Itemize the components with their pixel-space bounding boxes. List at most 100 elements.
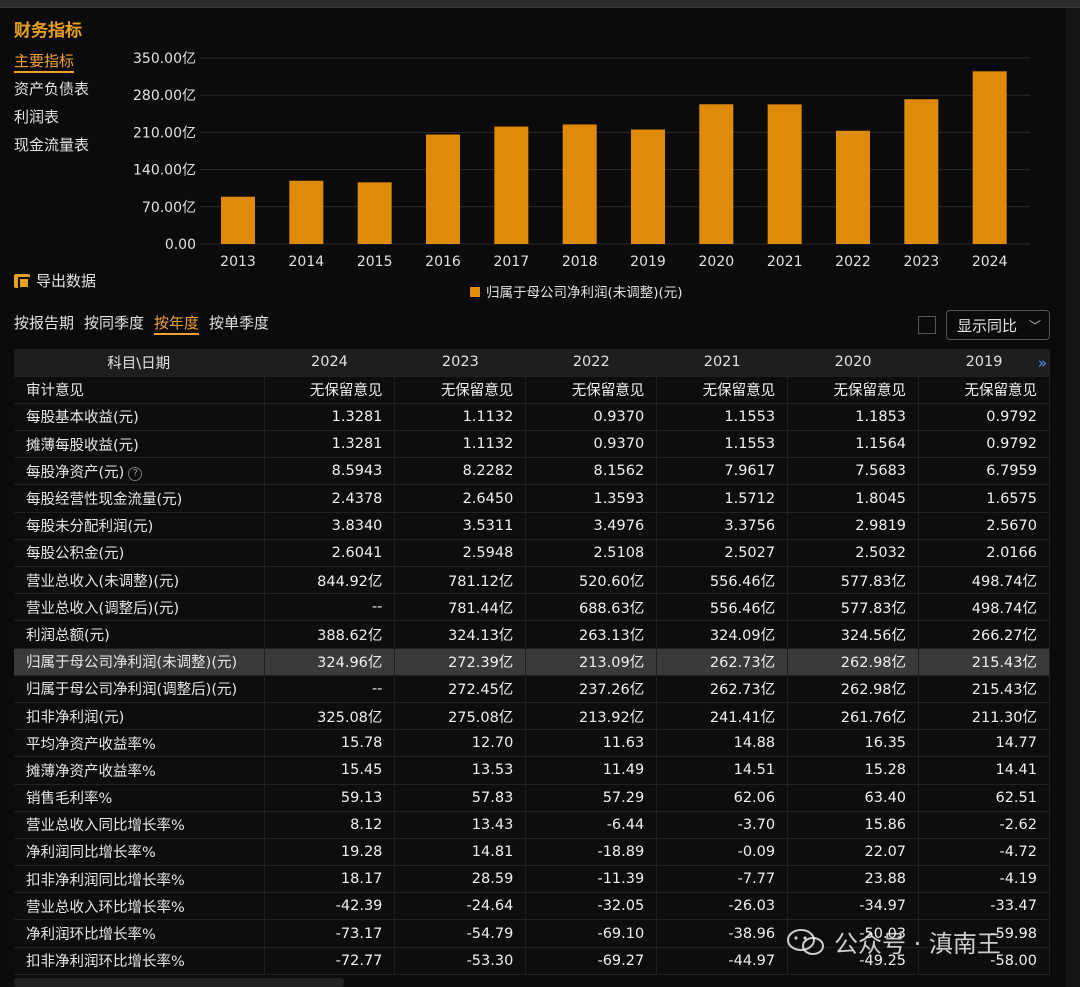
table-row[interactable]: 营业总收入(未调整)(元) 844.92亿 781.12亿 520.60亿 556.46… [14,566,1050,595]
nav-item-income-statement[interactable]: 利润表 [14,108,60,126]
y-tick-label: 140.00亿 [133,163,196,179]
bar[interactable] [289,180,324,244]
yoy-dropdown-label: 显示同比 [957,316,1018,335]
table-cell: 520.60亿 [525,566,658,595]
table-cell: 2.6450 [394,484,527,513]
table-cell: 324.96亿 [264,648,396,676]
tab-by-year[interactable]: 按年度 [154,312,200,335]
table-cell: -58.00 [918,947,1050,975]
header-year[interactable]: 2024 [264,349,396,377]
table-cell: 1.3281 [264,403,396,432]
horizontal-scrollbar[interactable] [14,978,344,987]
table-cell: 14.41 [918,756,1050,785]
table-cell: 241.41亿 [656,702,789,731]
bar[interactable] [767,104,802,244]
table-cell: 无保留意见 [264,376,396,404]
table-cell: 213.09亿 [525,648,658,676]
table-row[interactable]: 净利润环比增长率% -73.17 -54.79 -69.10 -38.96 -50.03-… [14,919,1050,948]
nav-item-main-indicators[interactable]: 主要指标 [14,50,89,78]
table-cell: 213.92亿 [525,702,658,731]
table-row[interactable]: 扣非净利润同比增长率% 18.17 28.59 -11.39 -7.77 23.88 -4.… [14,865,1050,894]
table-cell: -38.96 [656,919,789,948]
nav-item-balance-sheet[interactable]: 资产负债表 [14,80,90,98]
bar[interactable] [426,134,460,244]
table-row[interactable]: 营业总收入同比增长率% 8.12 13.43 -6.44 -3.70 15.86 -2.62 [14,811,1050,839]
table-cell: 14.51 [656,756,789,785]
table-row[interactable]: 销售毛利率% 59.13 57.83 57.29 62.06 63.40 62.51 [14,784,1050,812]
row-label: 归属于母公司净利润(未调整)(元) [14,648,265,676]
y-tick-label: 0.00 [165,237,196,253]
table-row[interactable]: 营业总收入(调整后)(元) -- 781.44亿 688.63亿 556.46亿 577.… [14,593,1050,622]
header-year[interactable]: 2019» [918,349,1050,377]
table-cell: 19.28 [264,838,396,867]
table-row[interactable]: 摊薄净资产收益率% 15.45 13.53 11.49 14.51 15.28 14.41 [14,756,1050,785]
table-cell: 14.81 [394,838,527,867]
bar[interactable] [357,182,392,244]
table-row[interactable]: 扣非净利润(元) 325.08亿 275.08亿 213.92亿 241.41亿 261.… [14,702,1050,731]
tab-by-single-quarter[interactable]: 按单季度 [209,314,270,332]
x-tick-label: 2024 [972,254,1008,270]
bar[interactable] [562,124,597,244]
table-row[interactable]: 归属于母公司净利润(调整后)(元) -- 272.45亿 237.26亿 262.73亿… [14,675,1050,703]
table-cell: 23.88 [787,865,920,894]
table-row[interactable]: 每股未分配利润(元) 3.8340 3.5311 3.4976 3.3756 2.9819… [14,512,1050,540]
table-cell: -4.72 [918,838,1050,867]
nav-item-cash-flow[interactable]: 现金流量表 [14,136,90,154]
row-label: 扣非净利润同比增长率% [14,865,265,894]
bar[interactable] [972,71,1007,244]
bar[interactable] [699,104,734,245]
watermark-text: 公众号 · 滇南王 [834,930,1001,958]
row-label: 营业总收入(调整后)(元) [14,593,265,622]
row-label: 摊薄净资产收益率% [14,756,265,785]
table-cell: 3.4976 [525,512,658,540]
table-cell: 2.5670 [918,512,1050,540]
table-row[interactable]: 平均净资产收益率% 15.78 12.70 11.63 14.88 16.35 14.77 [14,729,1050,758]
table-cell: 无保留意见 [394,376,527,404]
table-cell: -- [264,675,396,703]
table-row[interactable]: 摊薄每股收益(元) 1.3281 1.1132 0.9370 1.1553 1.1564 0… [14,430,1050,459]
table-row[interactable]: 每股基本收益(元) 1.3281 1.1132 0.9370 1.1553 1.1853 0… [14,403,1050,432]
table-cell: 无保留意见 [525,376,658,404]
table-row[interactable]: 扣非净利润环比增长率% -72.77 -53.30 -69.27 -44.97 -49.2… [14,947,1050,975]
table-row[interactable]: 净利润同比增长率% 19.28 14.81 -18.89 -0.09 22.07 -4.72 [14,838,1050,867]
help-icon[interactable]: ? [128,466,143,481]
header-year[interactable]: 2022 [525,349,658,377]
bar[interactable] [904,99,939,244]
yoy-dropdown[interactable]: 显示同比 ﹀ [946,310,1050,340]
table-row[interactable]: 审计意见 无保留意见 无保留意见 无保留意见 无保留意见 无保留意见 无保留意见 [14,376,1050,404]
table-row[interactable]: 营业总收入环比增长率% -42.39 -24.64 -32.05 -26.03 -34.9… [14,892,1050,921]
bar[interactable] [631,129,665,244]
double-chevron-right-icon[interactable]: » [1037,354,1047,373]
header-subject-date: 科目\日期 [14,349,265,377]
table-cell: 1.1553 [656,430,789,459]
bar[interactable] [836,130,870,244]
table-row[interactable]: 每股净资产(元)? 8.5943 8.2282 8.1562 7.9617 7.5683 6… [14,457,1050,486]
right-scrollbar[interactable] [1066,8,1080,987]
tab-by-same-quarter[interactable]: 按同季度 [84,314,145,332]
table-cell: 1.3281 [264,430,396,459]
export-data-button[interactable]: 导出数据 [14,270,96,291]
table-row[interactable]: 每股公积金(元) 2.6041 2.5948 2.5108 2.5027 2.5032 2.… [14,539,1050,568]
bar[interactable] [221,196,255,244]
table-cell: -6.44 [525,811,658,839]
bar[interactable] [494,126,529,244]
table-row[interactable]: 利润总额(元) 388.62亿 324.13亿 263.13亿 324.09亿 324.5… [14,620,1050,649]
table-cell: 28.59 [394,865,527,894]
table-cell: 1.3593 [525,484,658,513]
header-year[interactable]: 2021 [656,349,789,377]
table-row[interactable]: 归属于母公司净利润(未调整)(元) 324.96亿 272.39亿 213.09亿 26… [14,648,1050,676]
table-row[interactable]: 每股经营性现金流量(元) 2.4378 2.6450 1.3593 1.5712 1.80… [14,484,1050,513]
x-tick-label: 2020 [699,254,735,270]
table-cell: 11.49 [525,756,658,785]
tab-by-report-period[interactable]: 按报告期 [14,314,75,332]
table-cell: 11.63 [525,729,658,758]
table-cell: -7.77 [656,865,789,894]
table-cell: 275.08亿 [394,702,527,731]
header-year[interactable]: 2023 [394,349,527,377]
side-nav: 主要指标 资产负债表 利润表 现金流量表 [14,50,89,162]
header-year[interactable]: 2020 [787,349,920,377]
row-label: 平均净资产收益率% [14,729,265,758]
x-tick-label: 2021 [767,254,803,270]
yoy-checkbox[interactable] [918,316,936,334]
row-label: 营业总收入(未调整)(元) [14,566,265,595]
